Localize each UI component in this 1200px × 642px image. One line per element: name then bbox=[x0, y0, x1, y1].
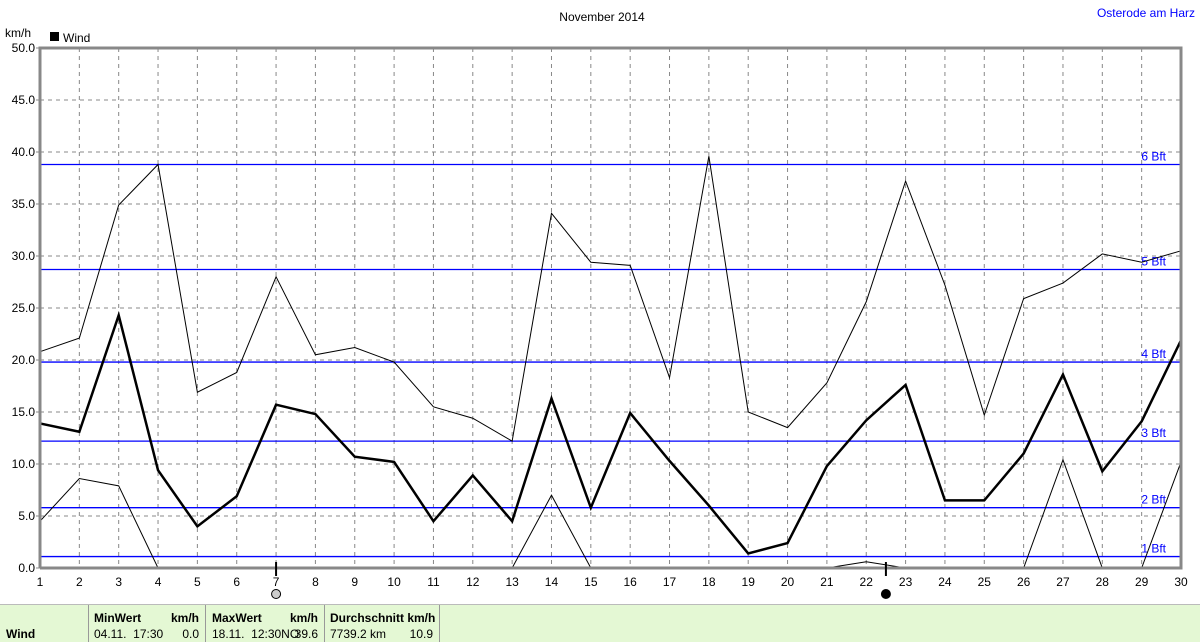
x-tick-label: 26 bbox=[1017, 575, 1031, 589]
y-tick-label: 50.0 bbox=[12, 41, 36, 55]
x-tick-label: 8 bbox=[312, 575, 319, 589]
location-label: Osterode am Harz bbox=[1097, 6, 1195, 20]
x-tick-label: 6 bbox=[233, 575, 240, 589]
series-line-wind-min bbox=[39, 458, 1182, 569]
x-tick-label: 25 bbox=[978, 575, 992, 589]
y-tick-label: 5.0 bbox=[18, 509, 35, 523]
legend-label: Wind bbox=[63, 31, 90, 45]
y-tick-label: 45.0 bbox=[12, 93, 36, 107]
beaufort-label: 2 Bft bbox=[1141, 493, 1166, 507]
beaufort-label: 3 Bft bbox=[1141, 426, 1166, 440]
x-tick-label: 11 bbox=[427, 575, 440, 589]
x-tick-label: 14 bbox=[545, 575, 559, 589]
x-tick-label: 23 bbox=[899, 575, 913, 589]
x-tick-label: 22 bbox=[860, 575, 874, 589]
chart-title: November 2014 bbox=[559, 10, 645, 24]
max-header: MaxWert bbox=[212, 611, 262, 625]
x-tick-label: 30 bbox=[1174, 575, 1188, 589]
row-label: Wind bbox=[6, 627, 36, 641]
x-tick-label: 3 bbox=[115, 575, 122, 589]
x-tick-label: 24 bbox=[938, 575, 952, 589]
min-value: 0.0 bbox=[182, 627, 199, 641]
series-line-wind bbox=[39, 310, 1183, 555]
min-time: 04.11. 17:30 bbox=[94, 627, 164, 641]
x-tick-label: 17 bbox=[663, 575, 677, 589]
x-tick-label: 13 bbox=[505, 575, 519, 589]
x-tick-label: 28 bbox=[1096, 575, 1110, 589]
x-tick-label: 29 bbox=[1135, 575, 1149, 589]
avg-value: 10.9 bbox=[409, 627, 433, 641]
y-tick-label: 10.0 bbox=[12, 457, 36, 471]
x-tick-label: 9 bbox=[351, 575, 358, 589]
beaufort-label: 1 Bft bbox=[1141, 542, 1166, 556]
avg-distance: 7739.2 km bbox=[330, 627, 387, 641]
new-moon-icon bbox=[880, 589, 891, 599]
legend-swatch bbox=[50, 32, 59, 41]
max-cell: MaxWert km/h 18.11. 12:30NO 39.6 bbox=[206, 605, 325, 642]
y-tick-label: 25.0 bbox=[12, 301, 36, 315]
min-header: MinWert bbox=[94, 611, 142, 625]
x-tick-label: 4 bbox=[155, 575, 162, 589]
beaufort-label: 6 Bft bbox=[1141, 149, 1166, 163]
avg-cell: Durchschnitt km/h 7739.2 km 10.9 bbox=[325, 605, 440, 642]
series-line-wind-max bbox=[39, 156, 1182, 442]
x-tick-label: 10 bbox=[387, 575, 401, 589]
x-tick-label: 18 bbox=[702, 575, 716, 589]
avg-header: Durchschnitt km/h bbox=[330, 611, 436, 625]
y-tick-label: 30.0 bbox=[12, 249, 36, 263]
plot-frame bbox=[38, 46, 1183, 570]
y-axis-unit: km/h bbox=[5, 26, 31, 40]
beaufort-label: 4 Bft bbox=[1141, 347, 1166, 361]
full-moon-icon bbox=[271, 589, 282, 599]
y-tick-label: 0.0 bbox=[18, 561, 35, 575]
y-tick-label: 20.0 bbox=[12, 353, 36, 367]
x-tick-label: 20 bbox=[781, 575, 795, 589]
x-tick-label: 16 bbox=[623, 575, 637, 589]
beaufort-label: 5 Bft bbox=[1141, 255, 1166, 269]
max-unit: km/h bbox=[289, 611, 318, 625]
x-tick-label: 5 bbox=[194, 575, 201, 589]
stats-table: Wind MinWert km/h 04.11. 17:30 0.0 MaxWe… bbox=[0, 604, 1200, 642]
x-tick-label: 12 bbox=[466, 575, 480, 589]
x-tick-label: 21 bbox=[820, 575, 834, 589]
x-tick-label: 1 bbox=[37, 575, 44, 589]
x-tick-label: 27 bbox=[1056, 575, 1070, 589]
min-cell: MinWert km/h 04.11. 17:30 0.0 bbox=[89, 605, 206, 642]
y-tick-label: 15.0 bbox=[12, 405, 36, 419]
x-tick-label: 15 bbox=[584, 575, 598, 589]
wind-chart: November 2014 Osterode am Harz km/h Wind… bbox=[5, 6, 1195, 599]
max-time: 18.11. 12:30NO bbox=[212, 627, 300, 641]
min-unit: km/h bbox=[170, 611, 199, 625]
max-value: 39.6 bbox=[294, 627, 318, 641]
y-tick-label: 35.0 bbox=[12, 197, 36, 211]
y-tick-label: 40.0 bbox=[12, 145, 36, 159]
x-tick-label: 2 bbox=[76, 575, 83, 589]
row-label-cell: Wind bbox=[0, 605, 89, 642]
x-tick-label: 7 bbox=[273, 575, 280, 589]
x-tick-label: 19 bbox=[742, 575, 756, 589]
